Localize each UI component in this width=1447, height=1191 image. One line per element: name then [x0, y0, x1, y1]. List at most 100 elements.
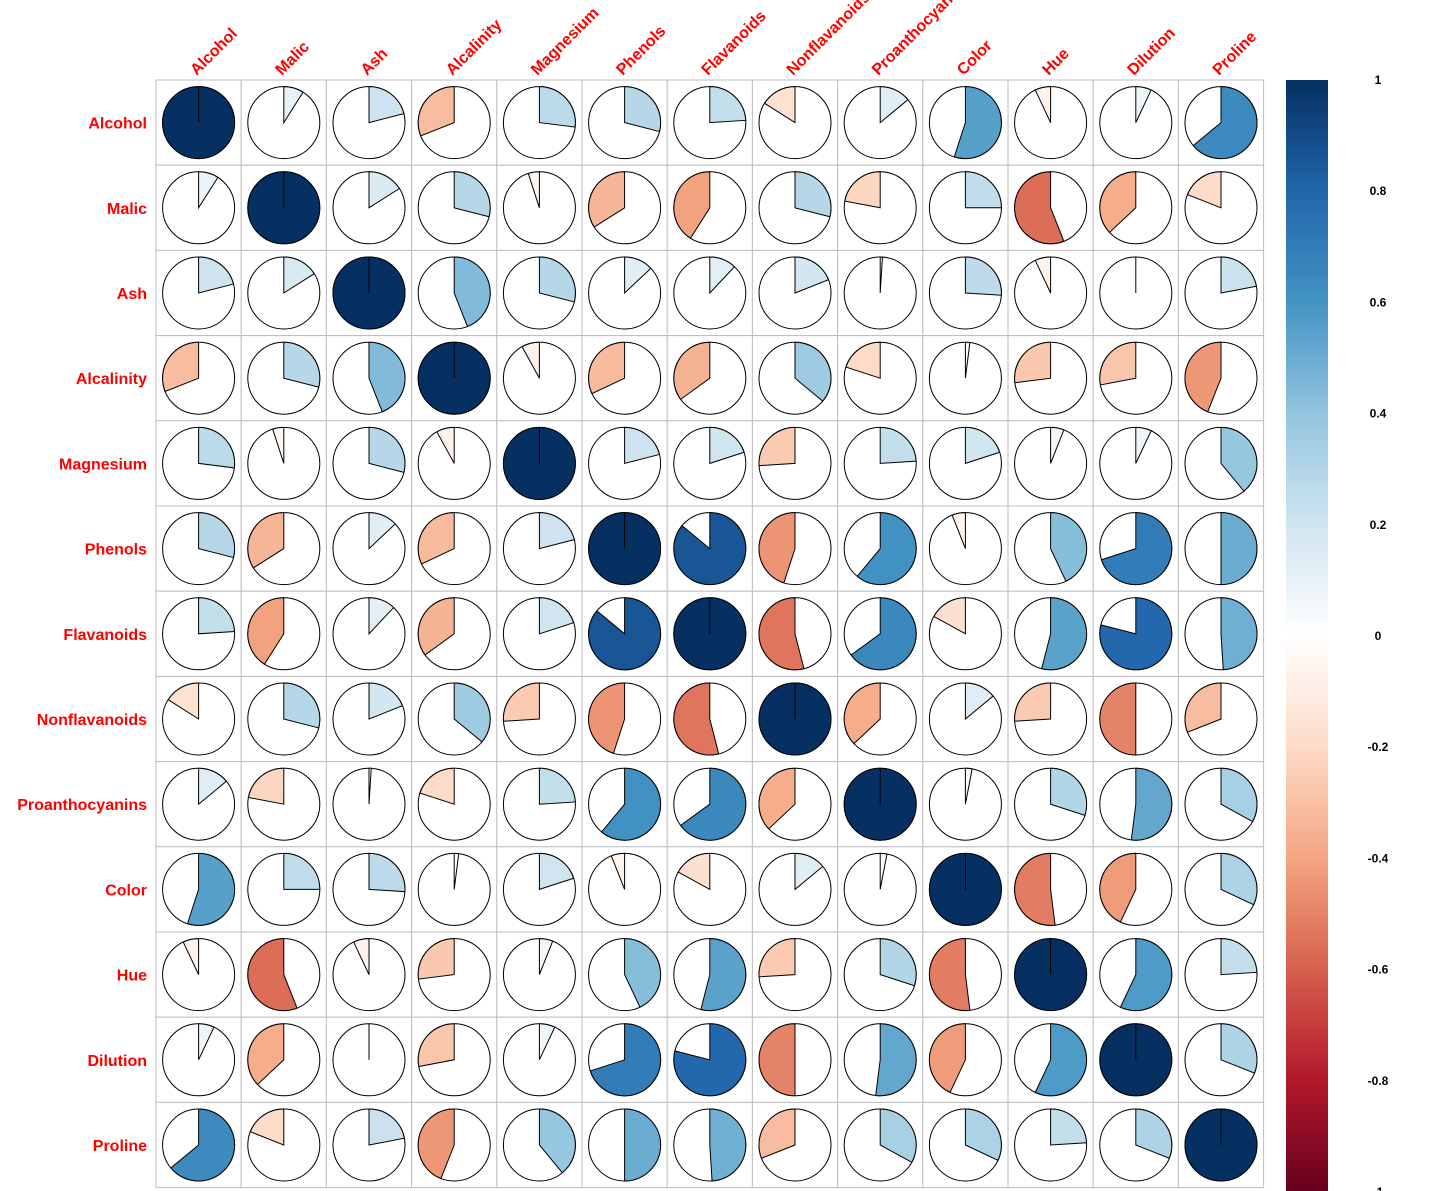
pie-slice [843, 682, 881, 745]
pie-slice [1050, 512, 1088, 582]
pie-slice [624, 426, 661, 465]
row-label: Nonflavanoids [37, 712, 147, 729]
pie-slice [283, 256, 315, 294]
pie-slice [624, 938, 662, 1008]
pie-slice [794, 171, 832, 218]
pie-slice [198, 512, 236, 559]
pie-slice [368, 852, 406, 893]
pie-slice [1034, 1023, 1088, 1097]
pie-slice [1220, 597, 1258, 671]
pie-slice [844, 171, 881, 209]
pie-slice [758, 1108, 796, 1159]
pie-slice [1099, 597, 1173, 671]
colorbar-tick-label: -0.6 [1368, 963, 1389, 977]
pie-slice [1130, 767, 1173, 841]
column-label: Dilution [1125, 25, 1179, 79]
column-label: Magnesium [528, 5, 602, 79]
pie-slice [589, 1023, 662, 1097]
column-label: Ash [358, 45, 391, 78]
pie-slice [368, 767, 372, 805]
pie-slice [368, 86, 405, 124]
pie-slice [436, 426, 455, 464]
pie-slice [1034, 86, 1052, 123]
pie-slice [417, 512, 455, 565]
pie-slice [247, 938, 298, 1012]
pie-slice [929, 938, 971, 1012]
pie-slice [182, 938, 200, 975]
column-label: Flavanoids [699, 8, 770, 79]
pie-slice [856, 512, 917, 586]
pie-slice [1099, 341, 1137, 386]
pie-slice [186, 852, 236, 926]
pie-slice [1014, 341, 1052, 384]
colorbar-tick-label: 0.4 [1370, 407, 1387, 421]
pie-slice [588, 682, 626, 754]
colorbar-tick-label: 1 [1375, 73, 1382, 87]
pie-slice [709, 1108, 747, 1182]
pie-slice [417, 86, 455, 137]
pie-slice [198, 767, 228, 806]
column-label: Malic [273, 38, 313, 78]
pie-slice [879, 256, 883, 294]
pie-slice [964, 171, 1002, 209]
pie-slice [1014, 852, 1056, 926]
pie-slice [198, 256, 235, 294]
pie-slice [709, 86, 747, 124]
pie-slice [247, 597, 285, 665]
column-label: Hue [1039, 45, 1072, 78]
pie-slice [1034, 256, 1052, 294]
colorbar-tick-label: 0.2 [1370, 518, 1387, 532]
row-label: Phenols [85, 542, 147, 559]
pie-slice [1100, 512, 1173, 586]
pie-slice [247, 1023, 285, 1086]
pie-slice [453, 852, 460, 890]
colorbar-tick-label: -0.4 [1368, 851, 1389, 865]
pie-slice [417, 597, 455, 656]
pie-slice [417, 1108, 455, 1180]
pie-slice [538, 852, 575, 891]
pie-slice [845, 341, 881, 379]
pie-slice [673, 1023, 747, 1097]
pie-slice [758, 426, 796, 467]
pie-slice [624, 86, 662, 133]
pie-slice [417, 1023, 455, 1068]
pie-slice [170, 1108, 236, 1182]
pie-slice [368, 512, 396, 550]
pie-slice [538, 597, 575, 635]
pie-slice [353, 938, 370, 975]
pie-slice [600, 767, 662, 841]
row-label: Proline [93, 1138, 147, 1155]
row-label: Alcalinity [76, 371, 147, 388]
pie-slice [283, 341, 321, 388]
pie-slice [368, 426, 406, 473]
pie-slice [933, 597, 966, 635]
pie-slice [1050, 1108, 1088, 1146]
pie-slice [679, 767, 747, 841]
pie-slice [794, 852, 824, 891]
pie-slice [673, 171, 711, 239]
pie-slice [1220, 1023, 1258, 1074]
pie-slice [1014, 171, 1065, 245]
row-label: Malic [107, 201, 147, 218]
pie-slice [1220, 426, 1258, 492]
pie-slice [964, 767, 973, 805]
pie-slice [538, 256, 576, 303]
pie-slice [1184, 341, 1222, 413]
pie-slice [673, 341, 711, 401]
pie-slice [624, 256, 652, 295]
row-label: Proanthocyanins [17, 797, 147, 814]
colorbar-tick-label: -0.8 [1368, 1074, 1389, 1088]
pie-slice [758, 1023, 796, 1097]
pie-slice [368, 1108, 405, 1146]
row-label: Flavanoids [63, 627, 147, 644]
pie-slice [964, 682, 994, 721]
pie-slice [588, 341, 626, 395]
pie-slice [198, 597, 236, 635]
pie-slice [527, 171, 540, 208]
column-label: Alcohol [187, 25, 241, 79]
pie-slice [368, 597, 395, 636]
pie-slice [538, 512, 575, 550]
pie-slice [167, 682, 200, 720]
row-label: Color [105, 882, 147, 899]
